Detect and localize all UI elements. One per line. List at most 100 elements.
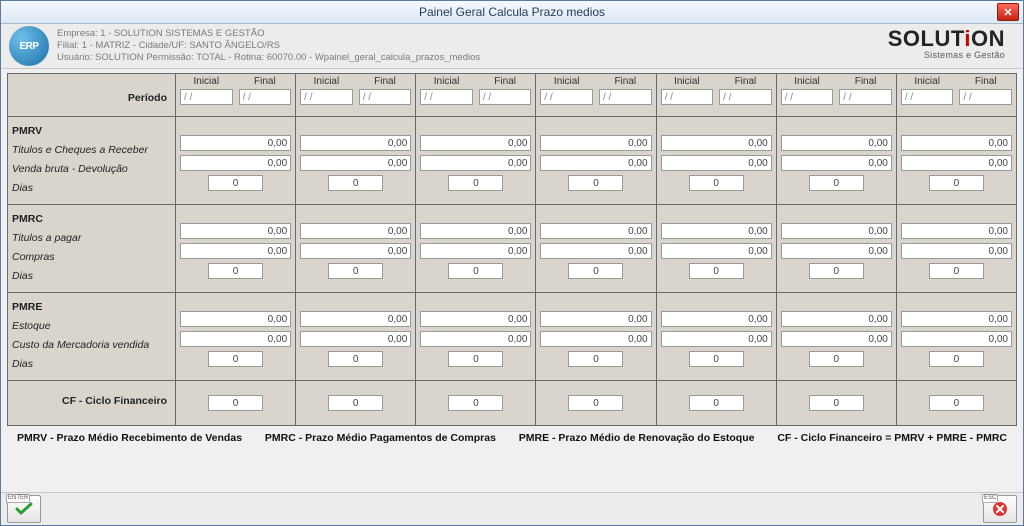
periodo-final-3[interactable] (599, 89, 652, 105)
pmrv-dias-2[interactable] (448, 175, 503, 191)
periodo-final-0[interactable] (239, 89, 292, 105)
pmre-dias-1[interactable] (328, 351, 383, 367)
pmrv-v2-1[interactable] (300, 155, 411, 171)
pmrv-dias-6[interactable] (929, 175, 984, 191)
label-pmre-r2: Custo da Mercadoria vendida (12, 339, 149, 351)
pmre-dias-2[interactable] (448, 351, 503, 367)
pmre-col-3 (536, 293, 656, 381)
periodo-final-6[interactable] (959, 89, 1012, 105)
pmre-v2-6[interactable] (901, 331, 1012, 347)
pmrc-v2-1[interactable] (300, 243, 411, 259)
label-final: Final (839, 76, 892, 87)
pmrv-v2-0[interactable] (180, 155, 291, 171)
pmrv-dias-5[interactable] (809, 175, 864, 191)
periodo-final-4[interactable] (719, 89, 772, 105)
pmrc-col-5 (776, 205, 896, 293)
pmre-v2-5[interactable] (781, 331, 892, 347)
cf-val-6[interactable] (929, 395, 984, 411)
pmre-v2-1[interactable] (300, 331, 411, 347)
periodo-final-1[interactable] (359, 89, 412, 105)
pmrc-v2-2[interactable] (420, 243, 531, 259)
cf-val-3[interactable] (568, 395, 623, 411)
cf-col-3 (536, 381, 656, 426)
pmre-v1-3[interactable] (540, 311, 651, 327)
periodo-inicial-0[interactable] (180, 89, 233, 105)
cf-val-1[interactable] (328, 395, 383, 411)
label-inicial: Inicial (781, 76, 834, 87)
cf-col-4 (656, 381, 776, 426)
cf-val-0[interactable] (208, 395, 263, 411)
pmre-v1-1[interactable] (300, 311, 411, 327)
pmrc-dias-0[interactable] (208, 263, 263, 279)
pmrv-v2-6[interactable] (901, 155, 1012, 171)
pmrc-dias-6[interactable] (929, 263, 984, 279)
pmrc-v1-3[interactable] (540, 223, 651, 239)
periodo-final-5[interactable] (839, 89, 892, 105)
pmrv-v1-0[interactable] (180, 135, 291, 151)
pmrv-v1-2[interactable] (420, 135, 531, 151)
cf-val-5[interactable] (809, 395, 864, 411)
pmre-dias-5[interactable] (809, 351, 864, 367)
pmrc-v1-2[interactable] (420, 223, 531, 239)
pmre-dias-4[interactable] (689, 351, 744, 367)
pmrc-v1-4[interactable] (661, 223, 772, 239)
pmrc-v2-4[interactable] (661, 243, 772, 259)
pmrc-v1-6[interactable] (901, 223, 1012, 239)
label-inicial: Inicial (540, 76, 593, 87)
pmre-v2-3[interactable] (540, 331, 651, 347)
pmrv-dias-0[interactable] (208, 175, 263, 191)
pmre-v1-5[interactable] (781, 311, 892, 327)
pmrv-v1-6[interactable] (901, 135, 1012, 151)
cf-val-2[interactable] (448, 395, 503, 411)
pmrc-v2-3[interactable] (540, 243, 651, 259)
periodo-inicial-3[interactable] (540, 89, 593, 105)
periodo-inicial-6[interactable] (901, 89, 954, 105)
pmrc-v2-0[interactable] (180, 243, 291, 259)
pmre-v1-0[interactable] (180, 311, 291, 327)
pmrv-v2-5[interactable] (781, 155, 892, 171)
periodo-inicial-5[interactable] (781, 89, 834, 105)
pmrv-v1-1[interactable] (300, 135, 411, 151)
pmrc-v2-5[interactable] (781, 243, 892, 259)
pmrv-v2-4[interactable] (661, 155, 772, 171)
periodo-final-2[interactable] (479, 89, 532, 105)
pmre-col-2 (416, 293, 536, 381)
pmrc-dias-4[interactable] (689, 263, 744, 279)
pmrv-dias-4[interactable] (689, 175, 744, 191)
pmrv-v1-3[interactable] (540, 135, 651, 151)
pmrv-v2-3[interactable] (540, 155, 651, 171)
pmrc-dias-3[interactable] (568, 263, 623, 279)
enter-button[interactable]: ENTER (7, 495, 41, 523)
cf-val-4[interactable] (689, 395, 744, 411)
periodo-inicial-1[interactable] (300, 89, 353, 105)
pmrc-dias-5[interactable] (809, 263, 864, 279)
pmre-v2-4[interactable] (661, 331, 772, 347)
esc-button[interactable]: ESC (983, 495, 1017, 523)
periodo-inicial-4[interactable] (661, 89, 714, 105)
pmre-dias-6[interactable] (929, 351, 984, 367)
label-pmre-dias: Dias (12, 358, 33, 370)
pmre-col-1 (296, 293, 416, 381)
pmrv-dias-3[interactable] (568, 175, 623, 191)
pmrv-v1-4[interactable] (661, 135, 772, 151)
pmre-dias-3[interactable] (568, 351, 623, 367)
pmrc-v1-5[interactable] (781, 223, 892, 239)
label-final: Final (719, 76, 772, 87)
pmrv-v2-2[interactable] (420, 155, 531, 171)
pmre-v1-4[interactable] (661, 311, 772, 327)
pmrc-dias-2[interactable] (448, 263, 503, 279)
bottom-toolbar: ENTER ESC (1, 492, 1023, 525)
pmre-v1-6[interactable] (901, 311, 1012, 327)
pmre-v2-2[interactable] (420, 331, 531, 347)
pmrc-dias-1[interactable] (328, 263, 383, 279)
pmre-dias-0[interactable] (208, 351, 263, 367)
window-close-button[interactable]: ✕ (997, 3, 1019, 21)
pmrc-v1-0[interactable] (180, 223, 291, 239)
pmrv-dias-1[interactable] (328, 175, 383, 191)
periodo-inicial-2[interactable] (420, 89, 473, 105)
pmrv-v1-5[interactable] (781, 135, 892, 151)
pmre-v2-0[interactable] (180, 331, 291, 347)
pmre-v1-2[interactable] (420, 311, 531, 327)
pmrc-v1-1[interactable] (300, 223, 411, 239)
pmrc-v2-6[interactable] (901, 243, 1012, 259)
